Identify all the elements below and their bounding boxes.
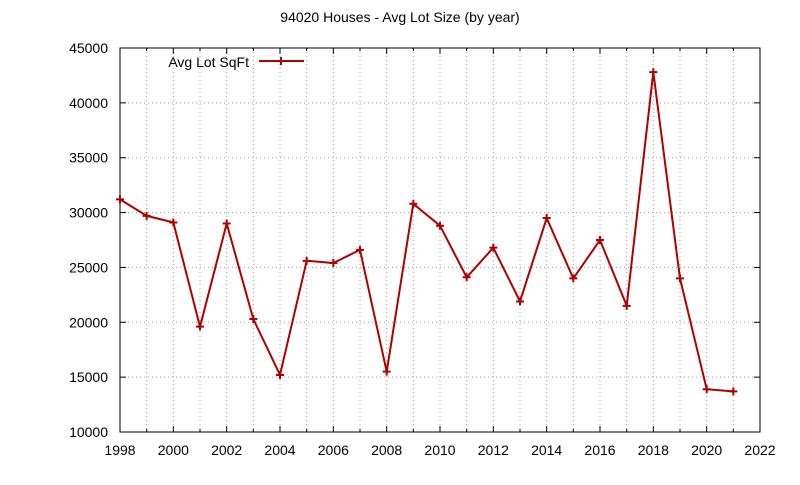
- x-tick-label: 1998: [104, 442, 135, 458]
- y-tick-label: 35000: [69, 150, 108, 166]
- data-point: [702, 385, 711, 394]
- data-point: [329, 259, 338, 268]
- legend-label: Avg Lot SqFt: [168, 54, 249, 70]
- x-tick-label: 2020: [691, 442, 722, 458]
- grid: [120, 48, 760, 432]
- data-point: [489, 243, 498, 252]
- data-point: [462, 273, 471, 282]
- y-tick-label: 30000: [69, 205, 108, 221]
- data-point: [196, 322, 204, 331]
- data-point: [409, 199, 418, 208]
- x-tick-label: 2012: [478, 442, 509, 458]
- y-tick-label: 15000: [69, 369, 108, 385]
- x-tick-label: 2022: [744, 442, 775, 458]
- data-point: [116, 195, 124, 204]
- data-point: [729, 387, 738, 396]
- data-point: [382, 367, 391, 376]
- data-point: [569, 274, 578, 283]
- y-tick-label: 25000: [69, 259, 108, 275]
- x-tick-label: 2006: [318, 442, 349, 458]
- x-tick-label: 2014: [531, 442, 562, 458]
- data-point: [649, 68, 658, 77]
- data-point: [622, 301, 631, 310]
- data-point: [516, 297, 524, 306]
- y-tick-label: 20000: [69, 314, 108, 330]
- data-point: [356, 245, 364, 254]
- legend: Avg Lot SqFt: [168, 54, 304, 70]
- x-tick-label: 2016: [584, 442, 615, 458]
- data-point: [436, 221, 444, 230]
- axes: 10000 15000 20000 25000 30000 35000 40000 45000…: [69, 40, 776, 458]
- series-layer: [116, 68, 738, 396]
- x-tick-label: 2004: [264, 442, 295, 458]
- legend-marker: [277, 57, 285, 65]
- x-tick-label: 2010: [424, 442, 455, 458]
- data-point: [676, 274, 684, 283]
- series-line: [119, 71, 734, 393]
- data-point: [542, 214, 551, 223]
- data-point: [276, 370, 284, 379]
- x-tick-label: 2008: [371, 442, 402, 458]
- data-point: [302, 256, 311, 265]
- data-point: [142, 211, 151, 220]
- x-tick-label: 2018: [638, 442, 669, 458]
- data-point: [596, 236, 604, 244]
- y-tick-label: 10000: [69, 424, 108, 440]
- data-point: [169, 218, 178, 227]
- data-point: [249, 314, 258, 323]
- data-point: [222, 219, 231, 228]
- x-tick-label: 2000: [158, 442, 189, 458]
- y-tick-label: 45000: [69, 40, 108, 56]
- y-tick-label: 40000: [69, 95, 108, 111]
- x-tick-label: 2002: [211, 442, 242, 458]
- chart-title: 94020 Houses - Avg Lot Size (by year): [280, 9, 519, 25]
